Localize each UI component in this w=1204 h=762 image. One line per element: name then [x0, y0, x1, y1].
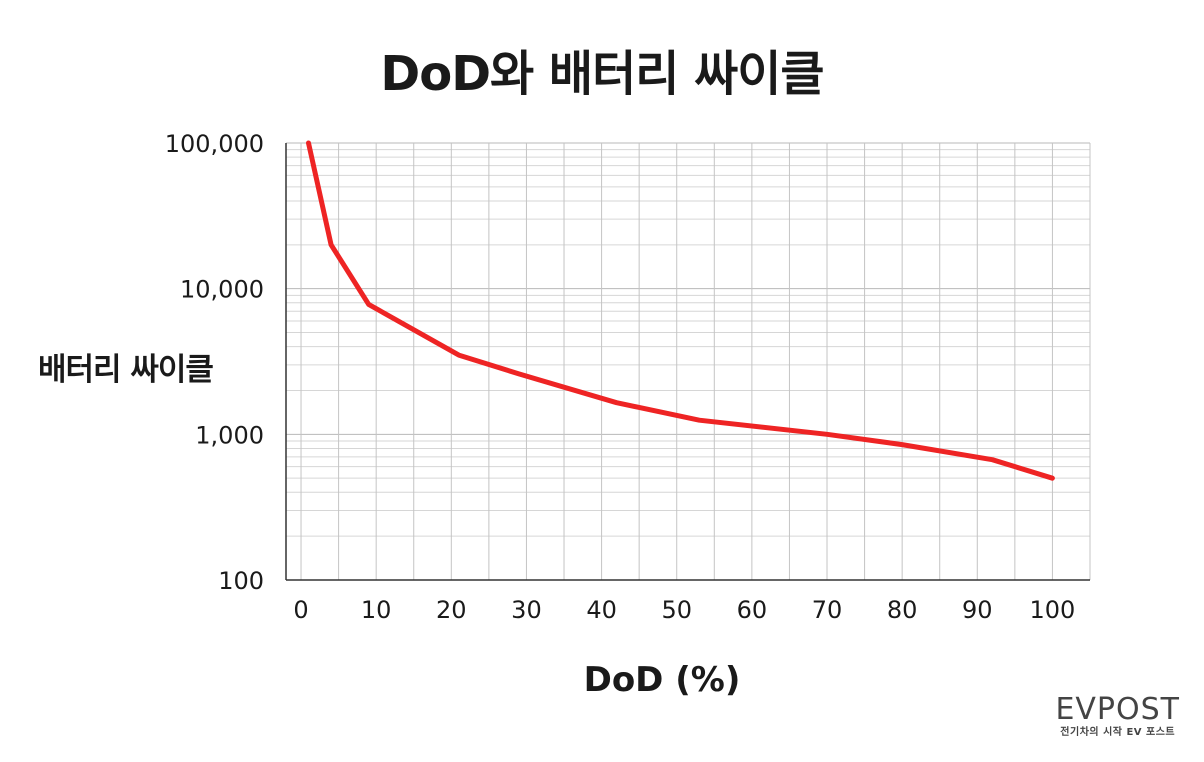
- y-tick-label: 10,000: [180, 276, 264, 304]
- y-tick-labels: 100 1,000 10,000 100,000: [165, 130, 264, 595]
- x-tick-label: 80: [887, 596, 918, 624]
- x-tick-label: 10: [361, 596, 392, 624]
- series-group: [306, 140, 1055, 481]
- x-tick-labels: 0 10 20 30 40 50 60 70 80 90 100: [293, 596, 1075, 624]
- y-tick-label: 100: [218, 567, 264, 595]
- x-tick-label: 70: [812, 596, 843, 624]
- chart-grid: [286, 142, 1091, 581]
- x-tick-label: 40: [586, 596, 617, 624]
- x-tick-label: 100: [1030, 596, 1076, 624]
- evpost-logo: EVPOST 전기차의 시작 EV 포스트: [1055, 694, 1180, 740]
- chart-title: DoD와 배터리 싸이클: [380, 46, 824, 102]
- x-tick-label: 60: [737, 596, 768, 624]
- chart-axis: [285, 143, 1090, 581]
- x-tick-label: 0: [293, 596, 308, 624]
- y-tick-label: 1,000: [195, 421, 264, 449]
- x-tick-label: 90: [962, 596, 993, 624]
- y-axis-label: 배터리 싸이클: [38, 352, 214, 388]
- x-tick-label: 20: [436, 596, 467, 624]
- series-line: [306, 140, 1055, 481]
- logo-sub-text: 전기차의 시작 EV 포스트: [1060, 727, 1176, 738]
- y-tick-label: 100,000: [165, 130, 264, 158]
- x-tick-label: 50: [661, 596, 692, 624]
- x-tick-label: 30: [511, 596, 542, 624]
- logo-main-text: EVPOST: [1055, 692, 1180, 727]
- x-axis-label: DoD (%): [583, 660, 741, 700]
